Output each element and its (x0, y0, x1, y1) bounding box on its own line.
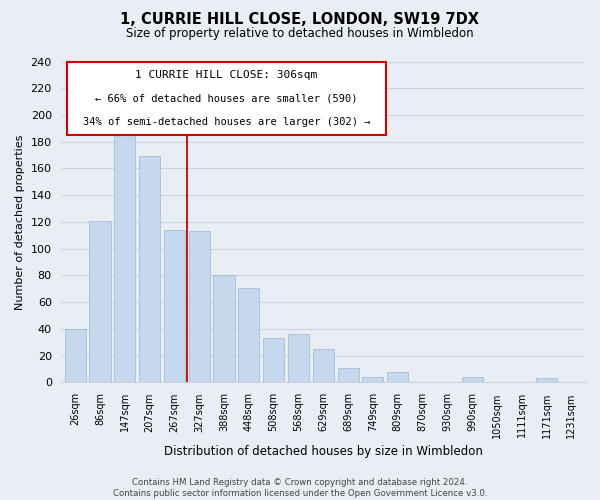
Bar (461, 377, 482, 382)
Bar (188, 232, 210, 382)
X-axis label: Distribution of detached houses by size in Wimbledon: Distribution of detached houses by size … (164, 444, 483, 458)
Bar (536, 378, 557, 382)
Text: 1, CURRIE HILL CLOSE, LONDON, SW19 7DX: 1, CURRIE HILL CLOSE, LONDON, SW19 7DX (121, 12, 479, 28)
Bar (338, 368, 359, 382)
Bar (164, 230, 185, 382)
Bar (238, 288, 259, 382)
Bar (387, 372, 408, 382)
Bar (263, 338, 284, 382)
Text: 1 CURRIE HILL CLOSE: 306sqm: 1 CURRIE HILL CLOSE: 306sqm (135, 70, 317, 80)
Bar (114, 135, 136, 382)
Bar (89, 220, 110, 382)
Bar (313, 349, 334, 382)
Bar (65, 329, 86, 382)
Bar (288, 334, 309, 382)
Text: 34% of semi-detached houses are larger (302) →: 34% of semi-detached houses are larger (… (83, 117, 370, 127)
Bar (139, 156, 160, 382)
FancyBboxPatch shape (67, 62, 386, 136)
Bar (362, 377, 383, 382)
Text: Contains HM Land Registry data © Crown copyright and database right 2024.
Contai: Contains HM Land Registry data © Crown c… (113, 478, 487, 498)
Text: Size of property relative to detached houses in Wimbledon: Size of property relative to detached ho… (126, 28, 474, 40)
Text: ← 66% of detached houses are smaller (590): ← 66% of detached houses are smaller (59… (95, 94, 358, 104)
Bar (214, 276, 235, 382)
Y-axis label: Number of detached properties: Number of detached properties (15, 134, 25, 310)
